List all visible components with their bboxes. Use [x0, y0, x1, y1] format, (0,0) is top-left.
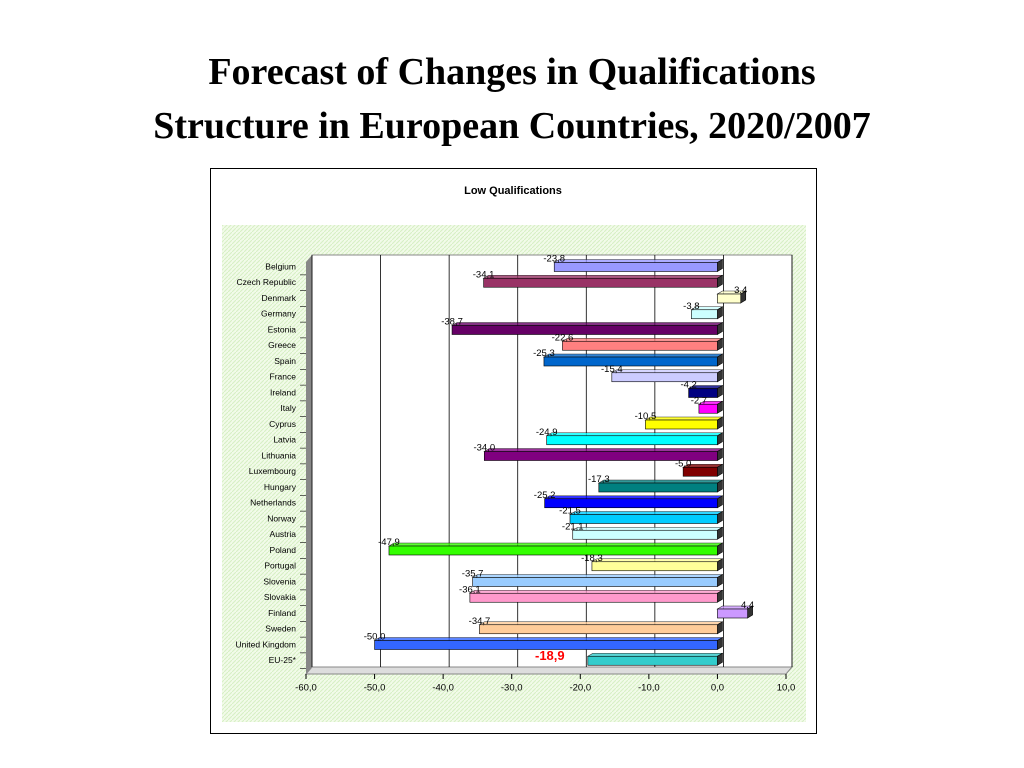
- bar: [697, 400, 724, 414]
- value-label: -34,0: [473, 443, 495, 454]
- bar: [690, 306, 724, 320]
- bar: [482, 274, 724, 288]
- bar: [387, 542, 724, 556]
- bar: [553, 258, 724, 273]
- bar: [590, 558, 724, 572]
- y-tick-label: Finland: [268, 608, 296, 618]
- value-label: -34,1: [473, 269, 495, 280]
- y-tick-label: Sweden: [265, 624, 296, 634]
- bar: [542, 353, 724, 367]
- value-label: 3,4: [734, 285, 747, 296]
- x-tick-label: -10,0: [638, 683, 660, 694]
- slide-title: Forecast of Changes in Qualifications: [208, 51, 816, 93]
- value-label: -38,7: [441, 317, 463, 328]
- bar: [450, 321, 724, 336]
- value-label: -47,9: [378, 537, 400, 548]
- y-tick-label: Italy: [280, 403, 296, 413]
- bar: [716, 605, 754, 619]
- y-tick-label: Estonia: [268, 324, 297, 334]
- value-label: -36,1: [459, 584, 481, 595]
- x-tick-label: -20,0: [569, 683, 591, 694]
- y-tick-label: Denmark: [262, 293, 297, 303]
- value-label: -18,3: [581, 553, 603, 564]
- y-tick-label: Belgium: [265, 261, 296, 271]
- bar: [568, 510, 724, 525]
- value-label: -18,9: [535, 648, 565, 663]
- value-label: -50,0: [364, 632, 386, 643]
- value-label: -23,8: [543, 254, 565, 265]
- bar: [687, 384, 724, 399]
- bar: [644, 416, 724, 430]
- y-tick-label: Luxembourg: [249, 466, 297, 476]
- value-label: -17,3: [588, 474, 610, 485]
- chart-title: Low Qualifications: [464, 185, 562, 197]
- x-tick-label: -40,0: [432, 683, 454, 694]
- bar: [586, 652, 724, 666]
- floor: [304, 666, 794, 675]
- y-tick-label: Hungary: [264, 482, 297, 492]
- y-tick-label: Cyprus: [269, 419, 296, 429]
- y-tick-label: Greece: [268, 340, 296, 350]
- x-tick-label: -60,0: [295, 683, 317, 694]
- x-tick-label: 10,0: [777, 683, 796, 694]
- value-label: -25,3: [533, 348, 555, 359]
- y-tick-label: Czech Republic: [236, 277, 296, 287]
- y-tick-label: EU-25*: [269, 655, 297, 665]
- x-tick-label: -50,0: [364, 683, 386, 694]
- slide-title: Structure in European Countries, 2020/20…: [153, 105, 871, 147]
- bar: [682, 463, 724, 477]
- y-tick-label: Austria: [270, 529, 297, 539]
- y-tick-label: Netherlands: [250, 498, 296, 508]
- y-tick-label: United Kingdom: [236, 639, 296, 649]
- y-tick-label: France: [270, 372, 297, 382]
- y-tick-label: Slovenia: [263, 576, 296, 586]
- y-tick-label: Norway: [267, 513, 297, 523]
- value-label: -34,7: [469, 616, 491, 627]
- y-tick-label: Spain: [274, 356, 296, 366]
- bar: [483, 447, 724, 462]
- bar: [571, 526, 724, 540]
- bar: [373, 636, 724, 651]
- bar: [545, 432, 724, 446]
- bar: [471, 573, 724, 588]
- x-tick-label: -30,0: [501, 683, 523, 694]
- value-label: -22,6: [552, 332, 574, 343]
- bar: [543, 495, 724, 509]
- value-label: -21,5: [559, 506, 581, 517]
- side-wall: [306, 255, 312, 674]
- value-label: -25,2: [534, 490, 556, 501]
- bar: [561, 337, 724, 351]
- y-tick-label: Germany: [261, 309, 297, 319]
- y-tick-label: Ireland: [270, 387, 296, 397]
- y-tick-label: Poland: [270, 545, 297, 555]
- bar: [716, 290, 747, 304]
- value-label: -24,9: [536, 427, 558, 438]
- bar: [597, 479, 724, 493]
- y-tick-label: Portugal: [264, 561, 296, 571]
- y-tick-label: Slovakia: [264, 592, 296, 602]
- value-label: 4,4: [741, 600, 754, 611]
- bar: [478, 621, 724, 635]
- bar: [610, 369, 724, 383]
- value-label: -2,7: [691, 395, 707, 406]
- y-tick-label: Lithuania: [261, 450, 296, 460]
- y-tick-label: Latvia: [273, 435, 296, 445]
- x-tick-label: 0,0: [711, 683, 724, 694]
- value-label: -10,5: [635, 411, 657, 422]
- value-label: -3,8: [683, 301, 699, 312]
- value-label: -15,4: [601, 364, 623, 375]
- value-label: -5,0: [675, 458, 691, 469]
- value-label: -35,7: [462, 569, 484, 580]
- value-label: -21,1: [562, 521, 584, 532]
- bar: [468, 589, 724, 603]
- value-label: -4,2: [680, 380, 696, 391]
